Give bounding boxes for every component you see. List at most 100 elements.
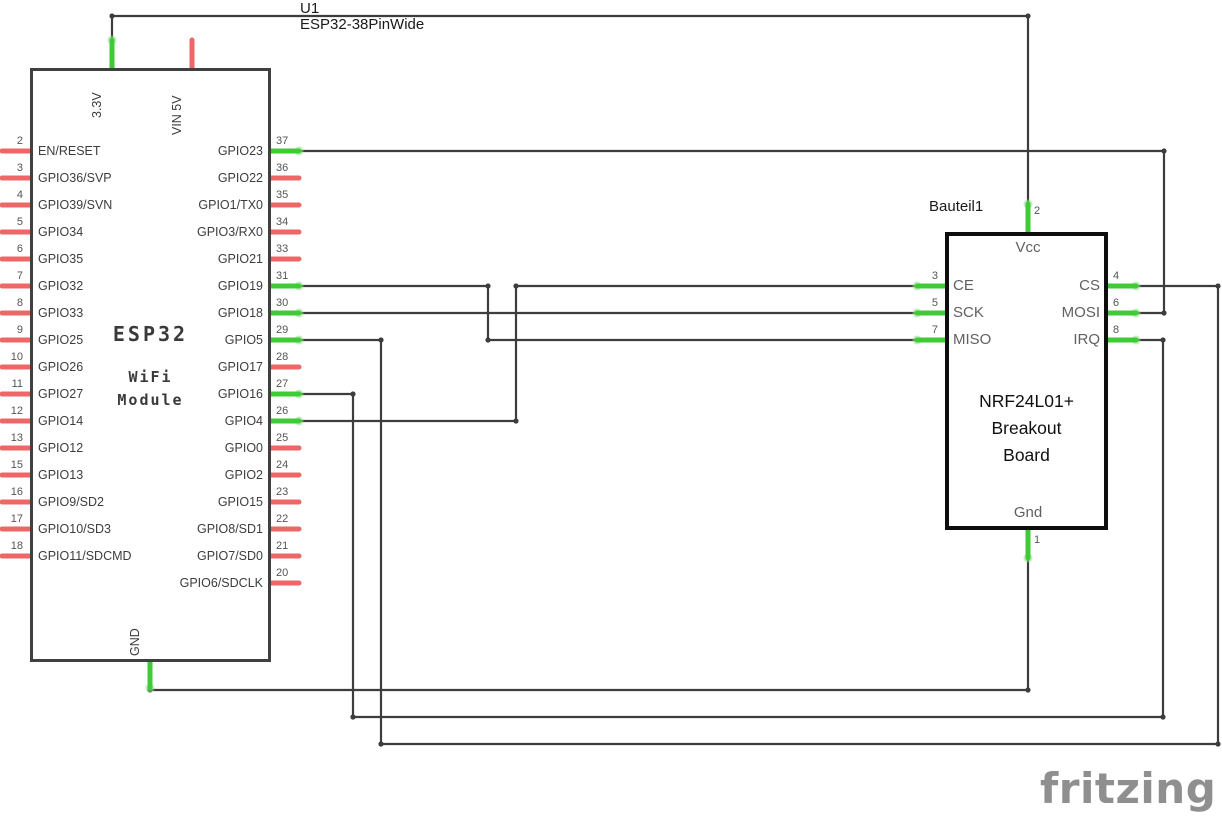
nrf-title-line2: Breakout bbox=[991, 418, 1062, 438]
esp32-subtitle-module: Module bbox=[117, 391, 184, 409]
esp32-pin-label-gpio19: GPIO19 bbox=[217, 279, 263, 293]
nrf-pin-number-gnd: 1 bbox=[1034, 534, 1041, 546]
wire-bendpoint bbox=[513, 418, 519, 424]
esp32-module-body[interactable] bbox=[30, 68, 271, 662]
esp32-pin-label-gpio7-sd0: GPIO7/SD0 bbox=[197, 549, 263, 563]
esp32-pin-number-gpio23: 37 bbox=[276, 135, 289, 147]
esp32-pin-label-gpio35: GPIO35 bbox=[38, 252, 84, 266]
esp32-pin-label-gnd: GND bbox=[128, 628, 142, 656]
esp32-pin-number-gpio32: 7 bbox=[16, 270, 23, 282]
esp32-pin-number-gpio7-sd0: 21 bbox=[276, 540, 289, 552]
esp32-pin-number-gpio12: 13 bbox=[10, 432, 23, 444]
nrf-pin-number-miso: 7 bbox=[931, 324, 938, 336]
esp32-pin-label-3-3v: 3.3V bbox=[90, 92, 104, 118]
nrf-pin-number-vcc: 2 bbox=[1034, 205, 1041, 217]
nrf-pin-label-sck: SCK bbox=[953, 304, 984, 321]
wire-gpio23-to-mosi[interactable] bbox=[299, 149, 1166, 315]
esp32-pin-number-gpio9-sd2: 16 bbox=[10, 486, 23, 498]
esp32-pin-number-gpio2: 24 bbox=[276, 459, 289, 471]
esp32-pin-number-en-reset: 2 bbox=[16, 135, 23, 147]
wire-gpio4-to-ce[interactable] bbox=[299, 284, 917, 423]
esp32-subtitle-wifi: WiFi bbox=[128, 368, 173, 386]
wire-bendpoint bbox=[1161, 148, 1167, 154]
wire-bendpoint bbox=[378, 337, 384, 343]
esp32-pin-number-gpio39-svn: 4 bbox=[16, 189, 23, 201]
esp32-pin-label-gpio15: GPIO15 bbox=[217, 495, 263, 509]
esp32-pin-number-gpio6-sdclk: 20 bbox=[276, 567, 289, 579]
nrf-pin-label-mosi: MOSI bbox=[1061, 304, 1100, 321]
esp32-pin-label-gpio36-svp: GPIO36/SVP bbox=[38, 171, 112, 185]
esp32-pin-label-gpio23: GPIO23 bbox=[217, 144, 263, 158]
esp32-pin-number-gpio35: 6 bbox=[16, 243, 23, 255]
wire-bendpoint bbox=[350, 714, 356, 720]
esp32-pin-label-gpio26: GPIO26 bbox=[38, 360, 84, 374]
esp32-pin-number-gpio21: 33 bbox=[276, 243, 289, 255]
esp32-pin-number-gpio4: 26 bbox=[276, 405, 289, 417]
wire-bendpoint bbox=[109, 13, 115, 19]
wire-bendpoint bbox=[1161, 310, 1167, 316]
wire-3v3-to-vcc[interactable] bbox=[110, 14, 1030, 204]
esp32-pin-number-gpio14: 12 bbox=[10, 405, 23, 417]
wire-bendpoint bbox=[350, 391, 356, 397]
esp32-title: ESP32 bbox=[112, 322, 189, 346]
esp32-pin-number-gpio13: 15 bbox=[10, 459, 23, 471]
esp32-pin-number-gpio18: 30 bbox=[276, 297, 289, 309]
esp32-pin-label-gpio22: GPIO22 bbox=[217, 171, 263, 185]
esp32-pin-number-gpio19: 31 bbox=[276, 270, 289, 282]
esp32-pin-label-gpio27: GPIO27 bbox=[38, 387, 84, 401]
wire-bendpoint bbox=[1025, 687, 1031, 693]
esp32-pin-label-en-reset: EN/RESET bbox=[38, 144, 101, 158]
wire-bendpoint bbox=[485, 337, 491, 343]
esp32-pin-number-gpio34: 5 bbox=[16, 216, 23, 228]
esp32-pin-number-gpio15: 23 bbox=[276, 486, 289, 498]
esp32-pin-label-gpio10-sd3: GPIO10/SD3 bbox=[38, 522, 111, 536]
esp32-pin-label-gpio32: GPIO32 bbox=[38, 279, 84, 293]
nrf-ref-designator: Bauteil1 bbox=[929, 198, 984, 215]
esp32-pin-number-gpio11-sdcmd: 18 bbox=[10, 540, 23, 552]
nrf-pin-number-ce: 3 bbox=[931, 270, 938, 282]
wire-bendpoint bbox=[1160, 714, 1166, 720]
esp32-pin-number-gpio27: 11 bbox=[11, 378, 23, 390]
esp32-pin-number-gpio17: 28 bbox=[276, 351, 289, 363]
nrf-pin-label-irq: IRQ bbox=[1073, 331, 1100, 348]
wire-gpio16-to-irq[interactable] bbox=[299, 338, 1165, 719]
esp32-pin-label-gpio1-tx0: GPIO1/TX0 bbox=[198, 198, 263, 212]
wire-bendpoint bbox=[485, 283, 491, 289]
esp32-pin-number-gpio22: 36 bbox=[276, 162, 289, 174]
wire-bendpoint bbox=[1215, 741, 1221, 747]
esp32-pin-number-gpio33: 8 bbox=[16, 297, 23, 309]
nrf-pin-label-vcc: Vcc bbox=[1015, 239, 1041, 256]
esp32-pin-label-gpio6-sdclk: GPIO6/SDCLK bbox=[179, 576, 263, 590]
nrf24l01-breakout-body[interactable] bbox=[945, 232, 1108, 530]
esp32-pin-label-vin-5v: VIN 5V bbox=[170, 95, 184, 135]
esp32-pin-label-gpio34: GPIO34 bbox=[38, 225, 84, 239]
nrf-pin-label-cs: CS bbox=[1079, 277, 1100, 294]
wire-bendpoint bbox=[1160, 337, 1166, 343]
wire-gpio5-to-cs[interactable] bbox=[299, 284, 1220, 746]
esp32-pin-label-gpio12: GPIO12 bbox=[38, 441, 84, 455]
esp32-pin-label-gpio14: GPIO14 bbox=[38, 414, 84, 428]
esp32-pin-label-gpio11-sdcmd: GPIO11/SDCMD bbox=[38, 549, 132, 563]
nrf-pin-label-miso: MISO bbox=[953, 331, 992, 348]
wire-bendpoint bbox=[1215, 283, 1221, 289]
wire-bendpoint bbox=[378, 741, 384, 747]
nrf-pin-label-gnd: Gnd bbox=[1013, 504, 1043, 521]
nrf-pin-number-sck: 5 bbox=[931, 297, 938, 309]
esp32-pin-label-gpio3-rx0: GPIO3/RX0 bbox=[197, 225, 263, 239]
esp32-pin-label-gpio17: GPIO17 bbox=[217, 360, 263, 374]
esp32-pin-number-gpio36-svp: 3 bbox=[16, 162, 23, 174]
nrf-title-line3: Board bbox=[1003, 445, 1050, 465]
esp32-pin-number-gpio8-sd1: 22 bbox=[276, 513, 289, 525]
esp32-pin-number-gpio25: 9 bbox=[16, 324, 23, 336]
wire-bendpoint bbox=[1025, 13, 1031, 19]
nrf-pin-number-mosi: 6 bbox=[1113, 297, 1120, 309]
esp32-pin-label-gpio16: GPIO16 bbox=[217, 387, 263, 401]
esp32-pin-label-gpio18: GPIO18 bbox=[217, 306, 263, 320]
esp32-pin-label-gpio13: GPIO13 bbox=[38, 468, 84, 482]
esp32-pin-label-gpio25: GPIO25 bbox=[38, 333, 84, 347]
esp32-pin-number-gpio3-rx0: 34 bbox=[276, 216, 289, 228]
esp32-pin-number-gpio10-sd3: 17 bbox=[10, 513, 23, 525]
nrf-pin-number-cs: 4 bbox=[1113, 270, 1120, 282]
